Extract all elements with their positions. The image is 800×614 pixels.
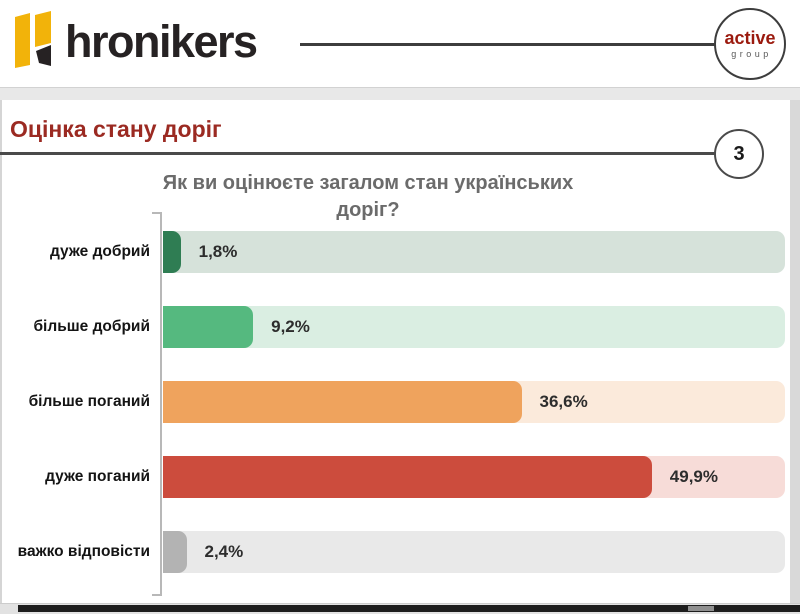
category-label: більше поганий <box>28 393 150 410</box>
chart-row: більше поганий 36,6% <box>0 381 790 423</box>
y-axis-line <box>160 212 162 596</box>
bar-track: 2,4% <box>163 531 785 573</box>
category-label: дуже поганий <box>45 468 150 485</box>
value-label: 36,6% <box>539 392 588 411</box>
horizontal-scrollbar[interactable] <box>18 605 800 612</box>
logo: hronikers <box>14 10 258 73</box>
badge-group-text: group <box>731 49 772 59</box>
slide-title: Оцінка стану доріг <box>10 116 222 142</box>
slide-panel <box>0 100 800 603</box>
chart-row: важко відповісти 2,4% <box>0 531 790 573</box>
panel-left-border <box>0 100 2 603</box>
chart-row: більше добрий 9,2% <box>0 306 790 348</box>
bar-track: 36,6% <box>163 381 785 423</box>
header-connector-line <box>300 43 716 46</box>
chart-row: дуже добрий 1,8% <box>0 231 790 273</box>
axis-tick-bottom <box>152 594 161 596</box>
bar <box>163 456 652 498</box>
title-rule <box>0 152 716 155</box>
value-label: 2,4% <box>204 542 244 561</box>
category-label: більше добрий <box>33 318 150 335</box>
badge-active-text: active <box>724 28 776 48</box>
chart-title: Як ви оцінюєте загалом стан українських … <box>162 172 574 221</box>
chart-rows: дуже добрий 1,8% більше добрий 9,2% більше п… <box>0 210 790 600</box>
header-divider-strip <box>0 87 800 100</box>
bar <box>163 381 522 423</box>
bar-track: 49,9% <box>163 456 785 498</box>
value-label: 1,8% <box>198 242 238 261</box>
value-label: 9,2% <box>271 317 310 336</box>
panel-right-border <box>790 100 800 603</box>
chart-row: дуже поганий 49,9% <box>0 456 790 498</box>
page-number-circle: 3 <box>714 129 764 179</box>
axis-tick-top <box>152 212 161 214</box>
header: hronikers active group <box>0 0 800 87</box>
logo-text: hronikers <box>65 15 258 67</box>
category-label: важко відповісти <box>17 543 150 560</box>
active-group-badge: active group <box>714 8 786 80</box>
hronikers-logo-icon <box>14 10 56 73</box>
bar-track: 1,8% <box>163 231 785 273</box>
category-label: дуже добрий <box>50 243 150 260</box>
page-number: 3 <box>733 142 745 165</box>
scrollbar-thumb[interactable] <box>688 606 714 611</box>
bar <box>163 531 187 573</box>
value-label: 49,9% <box>669 467 718 486</box>
bar <box>163 231 181 273</box>
bar-track: 9,2% <box>163 306 785 348</box>
bar <box>163 306 254 348</box>
